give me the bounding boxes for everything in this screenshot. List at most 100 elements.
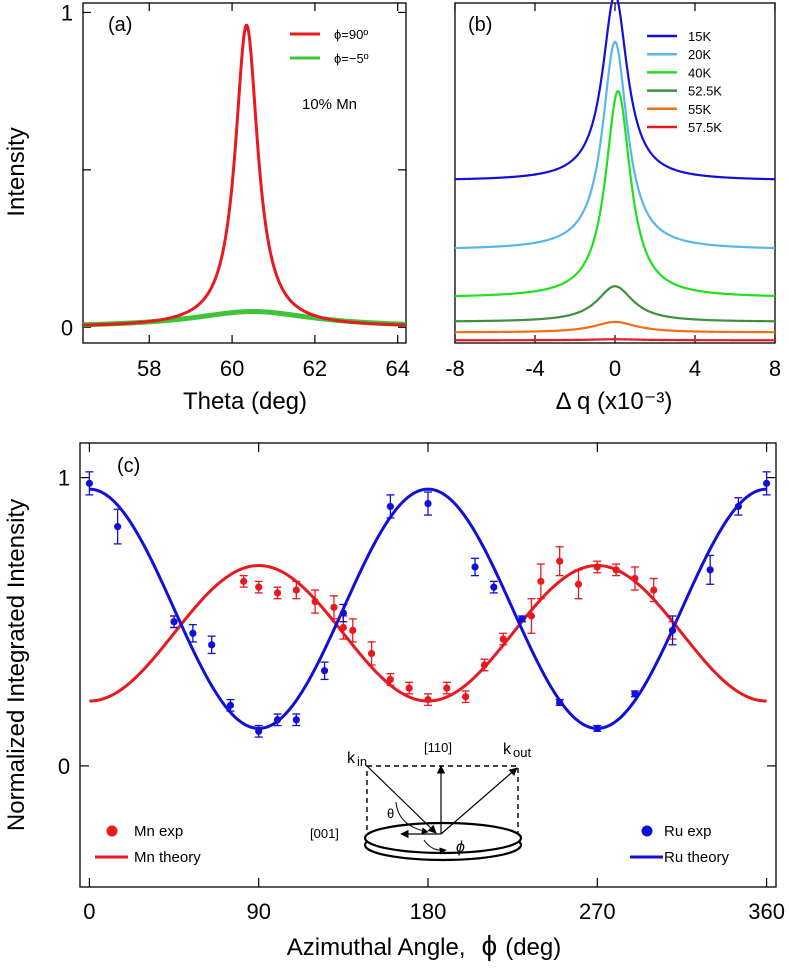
- panel-a-series: [81, 23, 408, 328]
- ru-exp-marker: [320, 667, 329, 675]
- inset-theta-arc: [395, 801, 429, 835]
- inset-sample-disk-top: [363, 821, 523, 855]
- legend-a-phi-5-label: ϕ=−5º: [334, 51, 369, 66]
- mn-exp-marker: [273, 589, 282, 597]
- mn-exp-marker: [499, 635, 507, 643]
- ru-exp-point: [518, 615, 527, 623]
- mn-exp-marker: [330, 603, 338, 611]
- ru-exp-point: [339, 603, 348, 623]
- a-ytick-label-1: 1: [61, 0, 73, 25]
- ru-exp-marker: [668, 626, 677, 635]
- ru-exp-point: [424, 491, 432, 516]
- ru-exp-point: [762, 471, 771, 496]
- mn-exp-point: [239, 574, 248, 588]
- mn-exp-marker: [255, 583, 263, 591]
- mn-exp-marker: [631, 574, 639, 583]
- panel-a-xlabel: Theta (deg): [183, 388, 307, 415]
- ru-exp-point: [555, 698, 564, 707]
- b-series-57-5k: [455, 338, 775, 342]
- mn-exp-point: [461, 690, 470, 704]
- panel-a-annotation: 10% Mn: [302, 96, 357, 113]
- a-xtick-label-60: 60: [220, 356, 244, 381]
- b-legend-label-57-5k: 57.5K: [688, 120, 722, 135]
- legend-ru-theory-label: Ru theory: [664, 849, 730, 866]
- panel-a-legend: ϕ=90º ϕ=−5º: [290, 27, 369, 66]
- mn-exp-point: [442, 681, 451, 695]
- mn-exp-point: [536, 563, 545, 600]
- a-xtick-label-62: 62: [303, 356, 327, 381]
- ru-exp-marker: [471, 563, 479, 571]
- panel-b-series: [454, 0, 776, 342]
- mn-exp-point: [649, 577, 658, 603]
- c-xtick-label-270: 270: [579, 899, 616, 924]
- inset-110-label: [110]: [424, 740, 452, 755]
- panel-a-label: (a): [108, 14, 132, 36]
- b-series-55k: [455, 320, 775, 334]
- ru-exp-point: [706, 554, 715, 585]
- ru-exp-marker: [734, 502, 742, 511]
- mn-exp-point: [612, 563, 621, 577]
- ru-exp-marker: [490, 583, 498, 591]
- panel-b-label: (b): [468, 14, 492, 36]
- legend-a-phi90-label: ϕ=90º: [334, 27, 368, 42]
- ru-exp-point: [85, 471, 94, 496]
- ru-exp-marker: [593, 724, 601, 733]
- ru-exp-marker: [762, 479, 771, 487]
- mn-exp-point: [480, 658, 489, 672]
- mn-exp-marker: [405, 684, 413, 692]
- b-legend-label-52-5k: 52.5K: [688, 84, 722, 99]
- a-xtick-label-64: 64: [385, 356, 409, 381]
- mn-exp-marker: [349, 626, 357, 635]
- panel-c-ticks: 0 90 180 270 360 0 1: [58, 443, 785, 924]
- a-ytick-label-0: 0: [61, 315, 73, 340]
- mn-exp-point: [273, 586, 282, 600]
- mn-exp-point: [630, 566, 639, 591]
- mn-exp-point: [348, 618, 357, 643]
- mn-exp-point: [527, 598, 536, 634]
- mn-exp-point: [499, 632, 508, 646]
- mn-exp-marker: [240, 577, 248, 585]
- mn-exp-point: [254, 580, 263, 594]
- c-xtick-label-0: 0: [83, 899, 95, 924]
- ru-exp-marker: [114, 523, 122, 531]
- b-xtick-label-4: 4: [689, 356, 701, 381]
- c-xtick-label-90: 90: [246, 899, 270, 924]
- b-xtick-label-8: 8: [769, 356, 781, 381]
- legend-mn-theory-label: Mn theory: [134, 849, 201, 866]
- legend-mn-exp-label: Mn exp: [134, 823, 183, 840]
- mn-exp-marker: [443, 684, 451, 692]
- panel-b-legend: 15K 20K 40K 52.5K 55K 57.5K: [647, 29, 722, 135]
- ru-exp-marker: [273, 716, 282, 724]
- c-xtick-label-360: 360: [748, 899, 785, 924]
- inset-k-out-arrow: [440, 767, 518, 835]
- mn-exp-marker: [339, 623, 347, 632]
- panel-c-theory-curves: [89, 487, 767, 730]
- legend-mn-exp-marker: [106, 825, 118, 837]
- ru-exp-marker: [255, 727, 263, 735]
- mn-exp-point: [367, 641, 376, 666]
- scattering-geometry-inset: k in k out [110] [001] θ ϕ: [310, 740, 531, 862]
- inset-theta-label: θ: [387, 806, 394, 821]
- ru-exp-point: [630, 690, 639, 698]
- panel-c-xlabel: Azimuthal Angle, ϕ (deg): [287, 930, 562, 961]
- panel-c-data-points: [85, 471, 771, 738]
- mn-exp-marker: [367, 649, 376, 658]
- inset-phi-arc: [423, 839, 447, 855]
- ru-exp-point: [489, 580, 498, 594]
- mn-exp-marker: [480, 661, 489, 669]
- b-legend-label-55k: 55K: [688, 102, 711, 117]
- panel-c-legend: Mn exp Mn theory Ru exp Ru theory: [95, 823, 730, 866]
- b-legend-label-40k: 40K: [688, 65, 711, 80]
- mn-exp-point: [311, 589, 320, 614]
- mn-exp-marker: [292, 586, 300, 594]
- mn-exp-point: [329, 595, 338, 620]
- mn-exp-point: [555, 546, 564, 577]
- ru-exp-marker: [518, 615, 526, 623]
- b-xtick-label--8: -8: [445, 356, 465, 381]
- panel-a: 58 60 62 64 0 1 (a) 10% Mn ϕ=90º ϕ=−5º Theta …: [3, 0, 410, 415]
- b-series-15k: [454, 0, 776, 181]
- inset-001-label: [001]: [310, 826, 339, 841]
- panel-b-ticks: -8 -4 0 4 8: [445, 3, 781, 381]
- ru-exp-marker: [631, 690, 639, 698]
